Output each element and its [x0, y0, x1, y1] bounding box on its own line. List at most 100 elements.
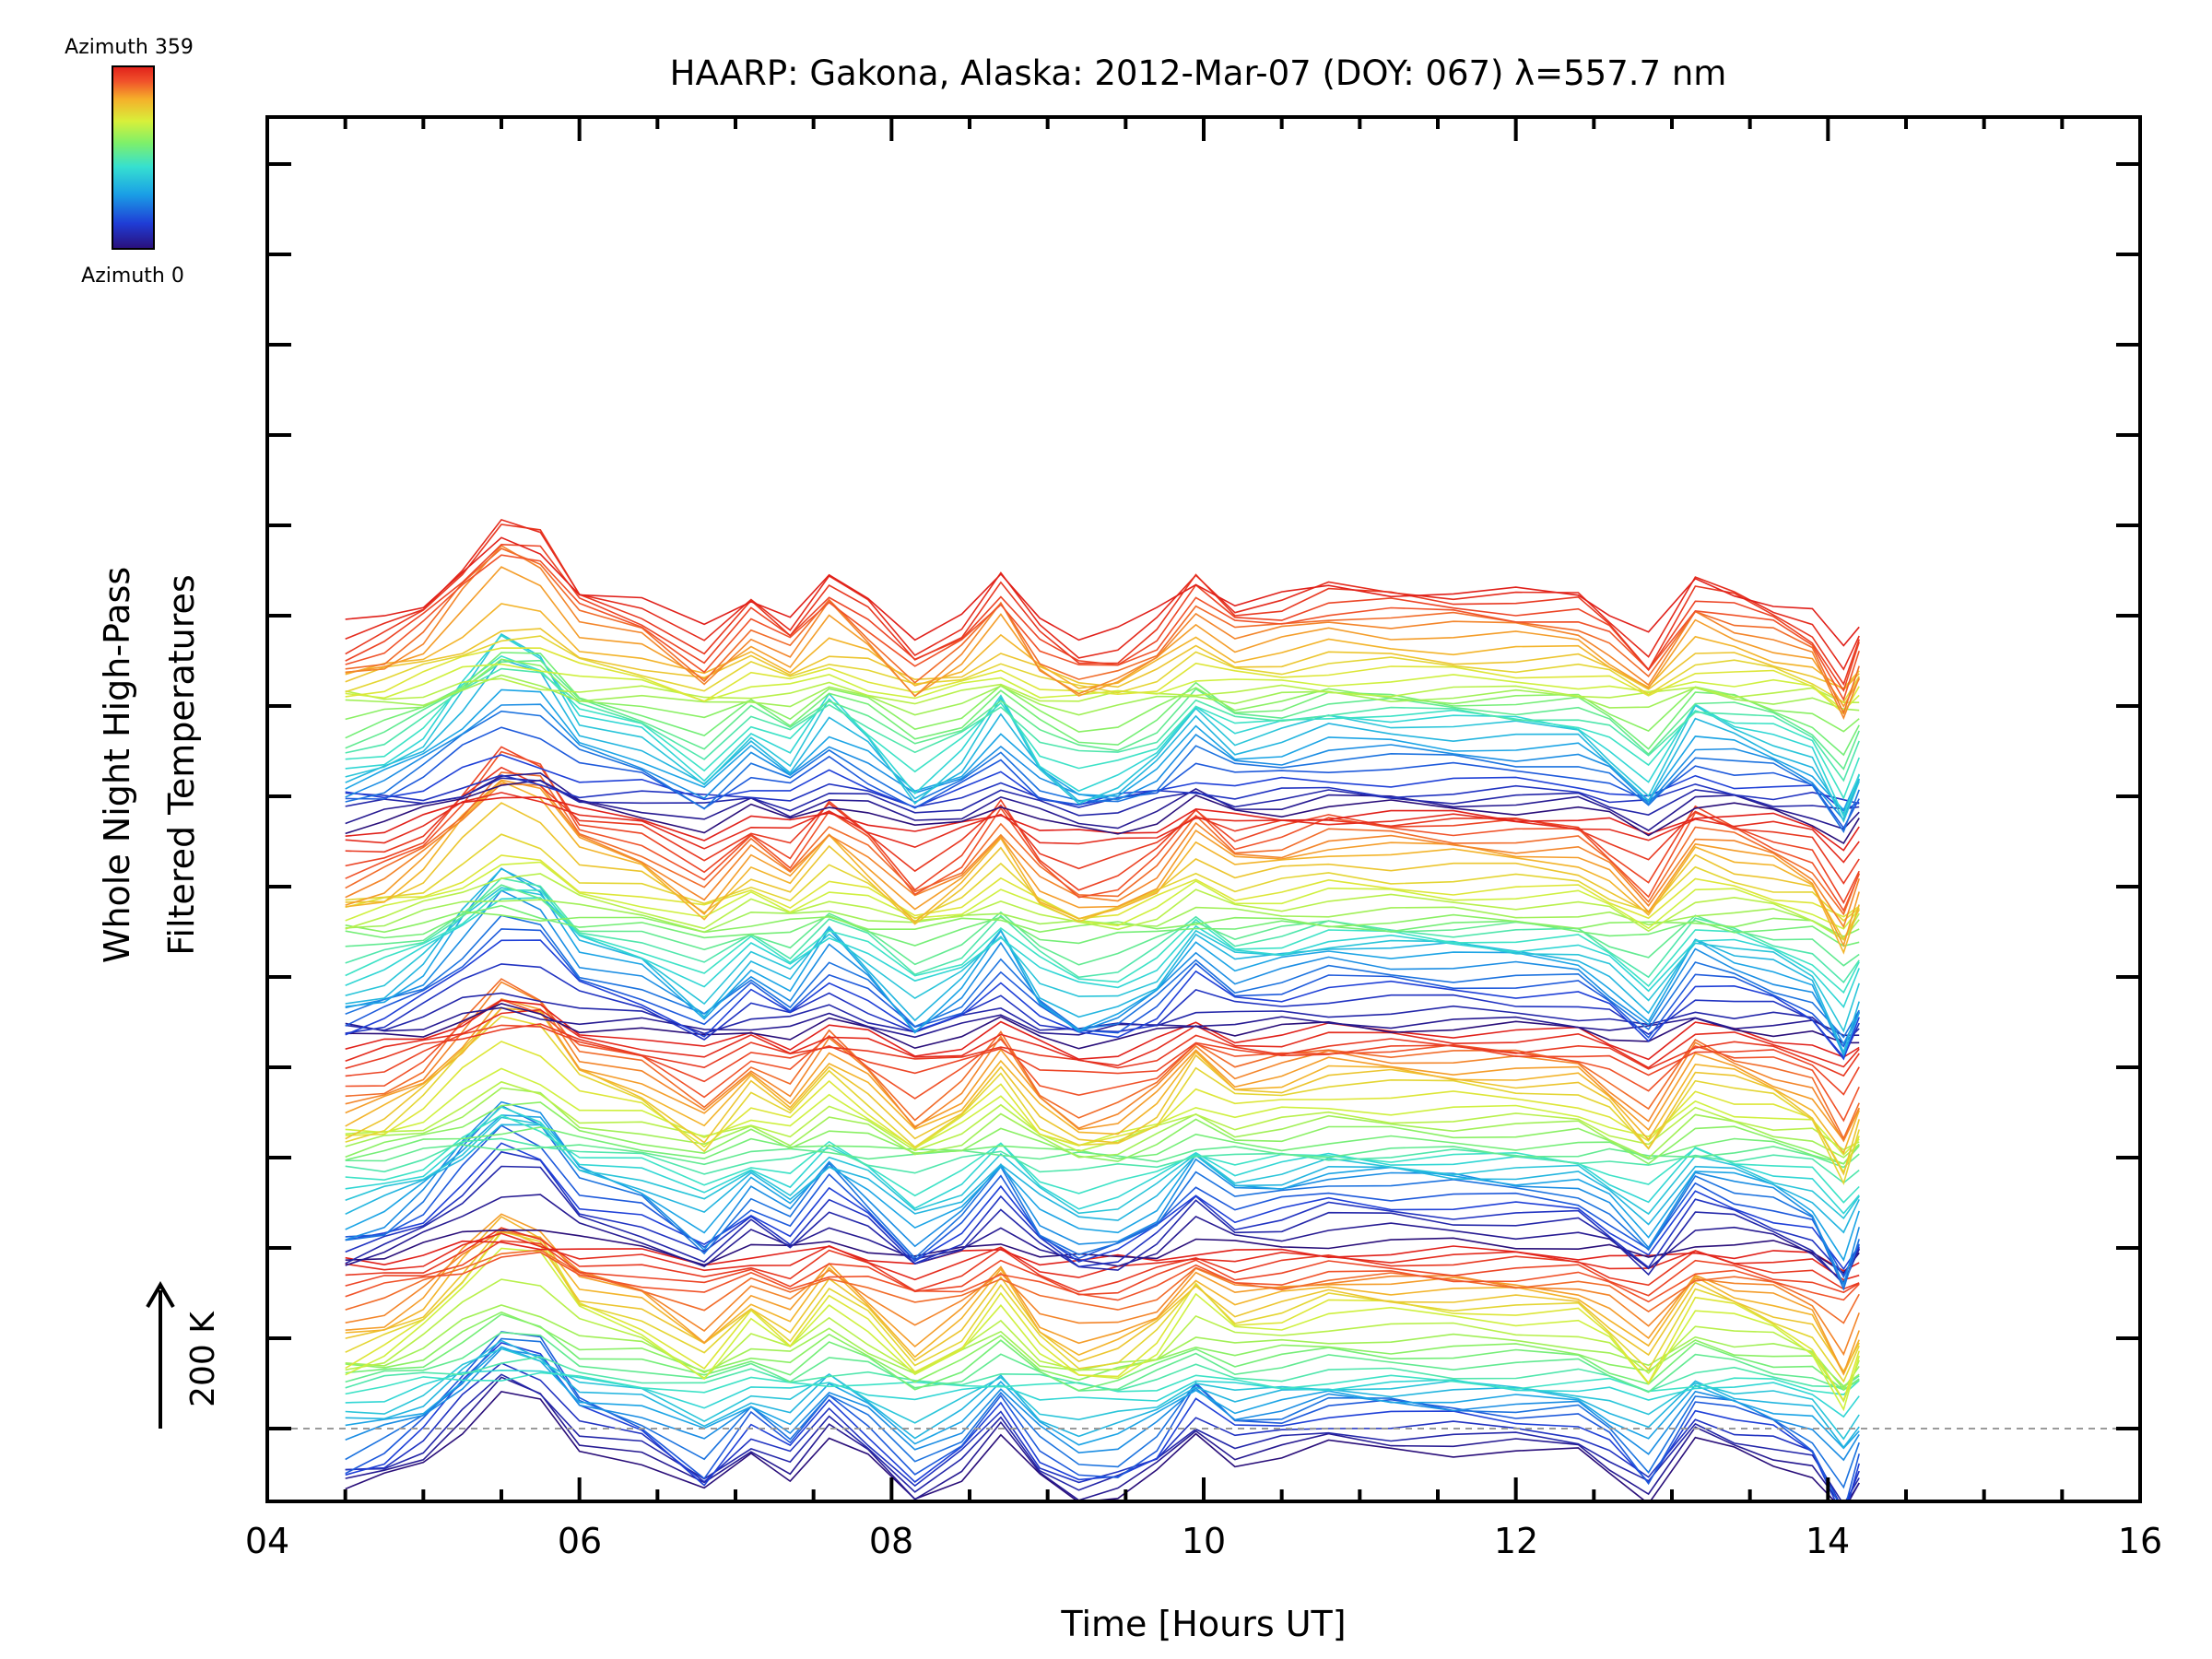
series-line	[345, 518, 1860, 671]
series-line	[345, 754, 1860, 812]
series-line	[345, 899, 1860, 940]
series-line	[345, 554, 1860, 701]
series-line	[345, 536, 1860, 647]
series-line	[345, 867, 1860, 1055]
series-line	[345, 1137, 1860, 1184]
series-line	[345, 833, 1860, 922]
series-line	[345, 873, 1860, 941]
series-line	[345, 674, 1860, 716]
series-line	[345, 1278, 1860, 1404]
series-line	[345, 1247, 1860, 1412]
series-line	[345, 655, 1860, 800]
series-line	[345, 1165, 1860, 1286]
x-axis-label: Time [Hours UT]	[1060, 1604, 1346, 1644]
series-line	[345, 1006, 1860, 1039]
series-line	[345, 1015, 1860, 1186]
series-line	[345, 658, 1860, 733]
series-line	[345, 914, 1860, 1039]
series-line	[345, 1116, 1860, 1219]
x-tick-labels: 04 06 08 10 12 14 16	[245, 1521, 2162, 1561]
series-line	[345, 777, 1860, 817]
x-tick-label: 06	[558, 1521, 602, 1561]
series-line	[345, 904, 1860, 947]
series-line	[345, 1003, 1860, 1050]
x-tick-label: 14	[1806, 1521, 1850, 1561]
colorbar-bottom-label: Azimuth 0	[81, 265, 184, 288]
series-line	[345, 992, 1860, 1045]
series-line	[345, 1216, 1860, 1376]
series-line	[345, 779, 1860, 844]
series-line	[345, 632, 1860, 823]
series-line	[345, 1347, 1860, 1462]
series-line	[345, 1087, 1860, 1159]
series-line	[345, 1356, 1860, 1393]
y-axis-label-line1: Whole Night High-Pass	[97, 567, 137, 963]
series-line	[345, 1240, 1860, 1297]
series-line	[345, 1006, 1860, 1176]
series-line	[345, 782, 1860, 929]
series-line	[345, 897, 1860, 1008]
series-line	[345, 1067, 1860, 1156]
series-line	[345, 1126, 1860, 1165]
colorbar	[112, 65, 155, 250]
series-line	[345, 887, 1860, 1033]
series-line	[345, 1114, 1860, 1204]
series-line	[345, 1101, 1860, 1165]
series-line	[345, 750, 1860, 912]
series-line	[345, 1346, 1860, 1450]
series-line	[345, 1230, 1860, 1383]
series-line	[345, 547, 1860, 715]
series-line	[345, 1008, 1860, 1069]
series-line	[345, 1194, 1860, 1284]
series-line	[345, 981, 1860, 1143]
series-line	[345, 1376, 1860, 1501]
series-line	[345, 1249, 1860, 1324]
scale-bar: 200 K	[146, 1281, 222, 1429]
series-line	[345, 867, 1860, 1058]
series-line	[345, 997, 1860, 1142]
scale-bar-arrowhead	[146, 1281, 175, 1309]
colorbar-top-label: Azimuth 359	[65, 36, 194, 59]
series-line	[345, 1227, 1860, 1373]
series-line	[345, 889, 1860, 1046]
series-line	[345, 652, 1860, 757]
series-line	[345, 1347, 1860, 1441]
series-line	[345, 543, 1860, 693]
series-line	[345, 677, 1860, 705]
series-line	[345, 1227, 1860, 1293]
ticks-group	[265, 117, 2142, 1501]
series-line	[345, 779, 1860, 947]
series-line	[345, 1106, 1860, 1215]
series-line	[345, 628, 1860, 690]
x-tick-label: 04	[245, 1521, 289, 1561]
series-line	[345, 792, 1860, 864]
series-line	[345, 939, 1860, 1061]
series-line	[345, 771, 1860, 916]
series-line	[345, 1230, 1860, 1357]
chart-title: HAARP: Gakona, Alaska: 2012-Mar-07 (DOY:…	[670, 53, 1727, 93]
x-tick-label: 12	[1494, 1521, 1538, 1561]
series-line	[345, 647, 1860, 715]
series-line	[345, 1369, 1860, 1418]
series-line	[345, 1313, 1860, 1392]
series-line	[345, 888, 1860, 994]
scale-bar-label: 200 K	[184, 1311, 222, 1407]
series-line	[345, 861, 1860, 930]
series-line	[345, 1104, 1860, 1291]
series-line	[345, 780, 1860, 955]
x-tick-label: 16	[2118, 1521, 2162, 1561]
series-group	[345, 518, 1860, 1501]
series-line	[345, 978, 1860, 1141]
series-line	[345, 1362, 1860, 1501]
series-line	[345, 603, 1860, 691]
series-line	[345, 1142, 1860, 1271]
series-line	[345, 1024, 1860, 1096]
series-line	[345, 854, 1860, 920]
series-line	[345, 928, 1860, 1048]
series-line	[345, 634, 1860, 818]
series-line	[345, 545, 1860, 721]
series-line	[345, 1331, 1860, 1394]
series-line	[345, 1023, 1860, 1077]
series-line	[345, 1251, 1860, 1303]
